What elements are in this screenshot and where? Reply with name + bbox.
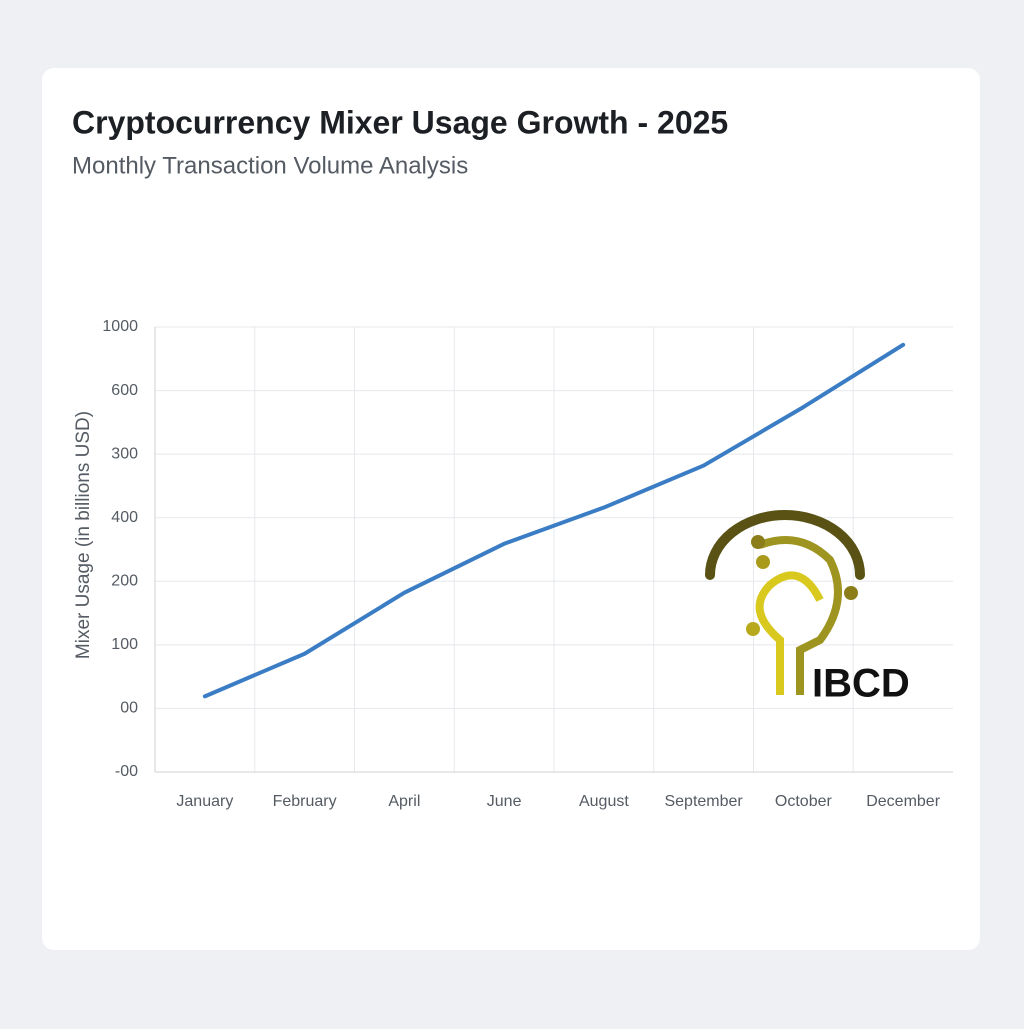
- data-line: [202, 342, 906, 699]
- logo-dot: [756, 555, 770, 569]
- y-tick-label: 400: [111, 509, 138, 526]
- logo-dot: [751, 535, 765, 549]
- x-tick-label: December: [866, 793, 940, 810]
- card: [42, 68, 980, 950]
- y-tick-label: 00: [120, 700, 138, 717]
- y-axis-label: Mixer Usage (in billions USD): [73, 411, 94, 659]
- y-tick-label: 600: [111, 382, 138, 399]
- y-tick-label: 300: [111, 445, 138, 462]
- logo-arc: [705, 510, 865, 580]
- x-tick-label: April: [388, 793, 420, 810]
- chart-title: Cryptocurrency Mixer Usage Growth - 2025: [72, 104, 728, 140]
- x-tick-label: August: [579, 793, 629, 810]
- logo-dot: [746, 622, 760, 636]
- y-tick-label: 1000: [102, 318, 138, 335]
- x-tick-label: June: [487, 793, 522, 810]
- logo-dot: [844, 586, 858, 600]
- x-tick-label: September: [664, 793, 743, 810]
- logo-path: [755, 571, 824, 695]
- x-tick-label: January: [176, 793, 233, 810]
- logo-path: [758, 536, 842, 695]
- chart-subtitle: Monthly Transaction Volume Analysis: [72, 152, 468, 179]
- logo-text: IBCD: [812, 662, 910, 706]
- x-tick-label: October: [775, 793, 833, 810]
- y-tick-label: 200: [111, 573, 138, 590]
- y-tick-label: 100: [111, 636, 138, 653]
- y-tick-label: -00: [115, 763, 138, 780]
- logo: IBCD: [705, 510, 910, 706]
- x-tick-label: February: [273, 793, 337, 810]
